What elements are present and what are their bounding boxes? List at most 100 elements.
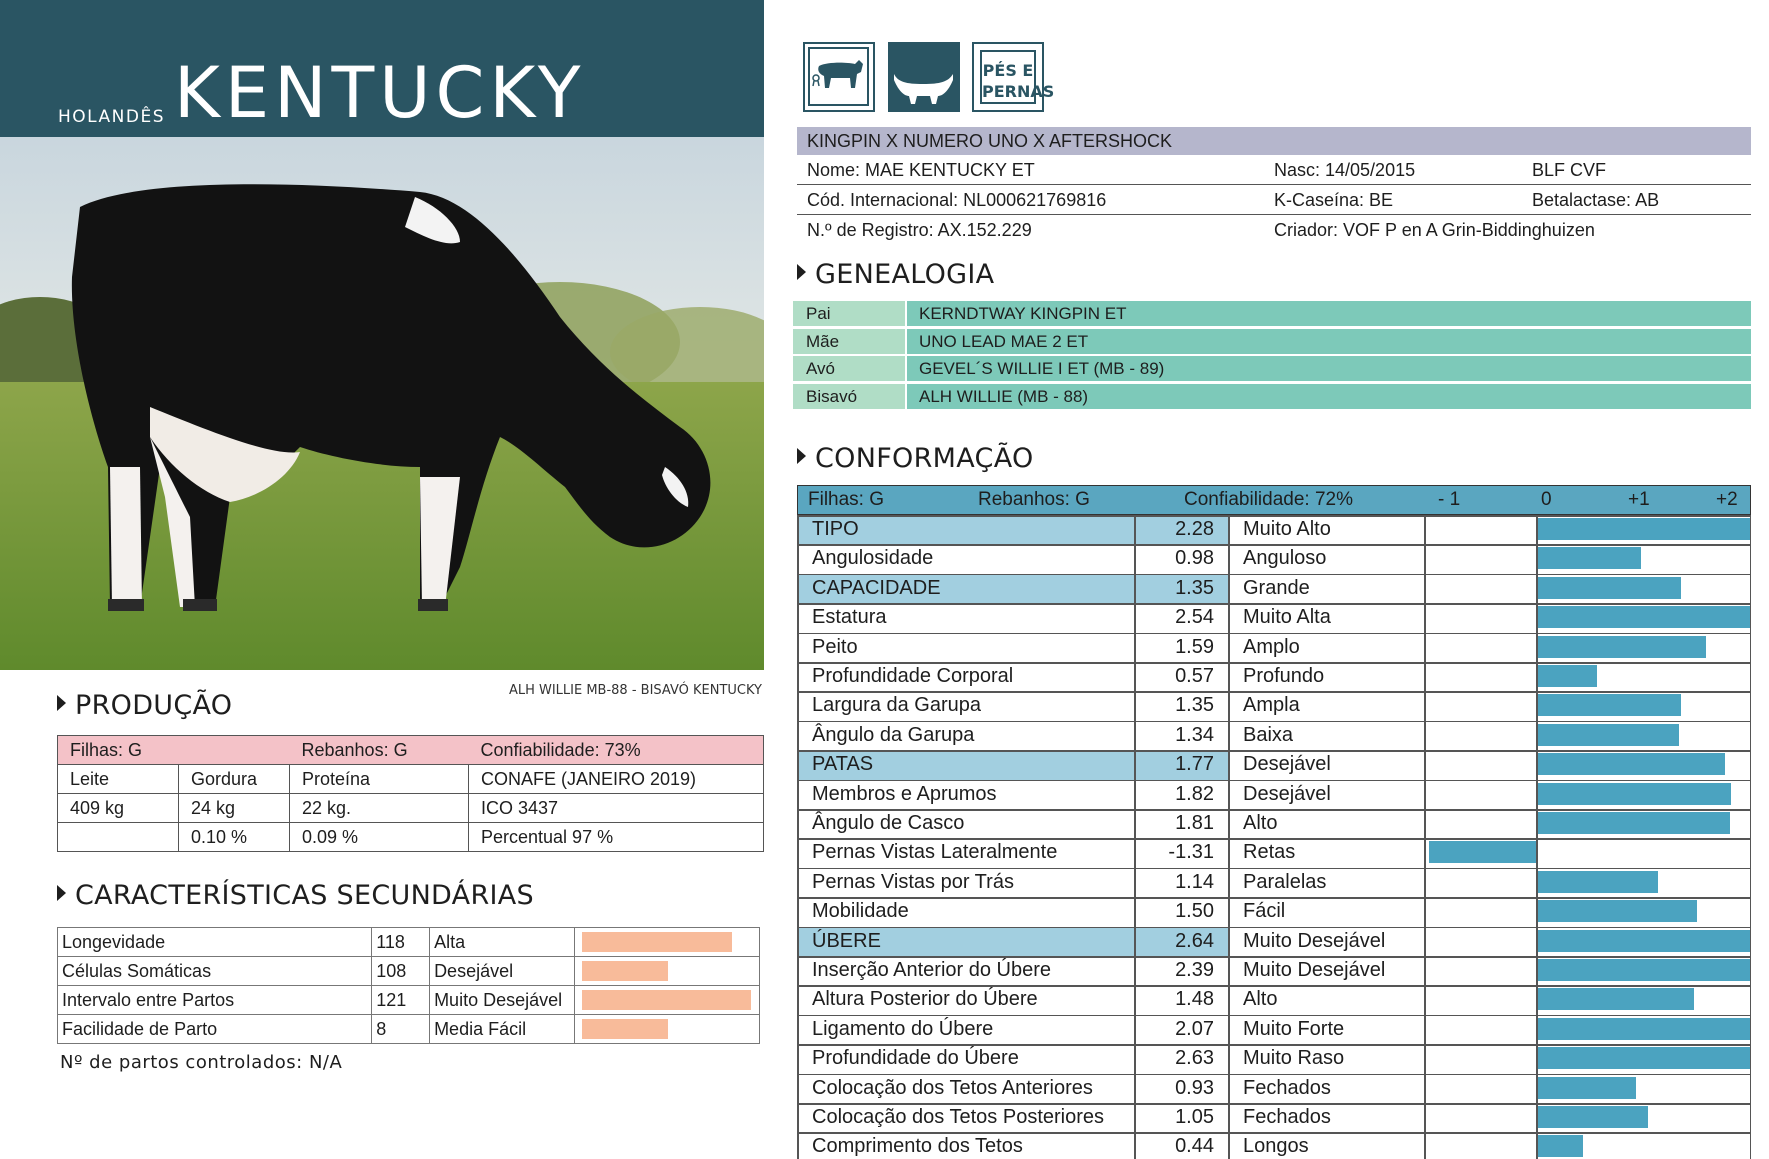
conformacao-row: TIPO 2.28 Muito Alto [797, 515, 1751, 545]
trait-value: 1.81 [1175, 812, 1214, 834]
section-arrow-icon [57, 885, 66, 901]
trait-bar [1536, 959, 1750, 981]
scale-zero: 0 [1541, 489, 1552, 510]
grid-hline [797, 1073, 1751, 1076]
section-arrow-icon [57, 695, 66, 711]
trait-bar [1536, 812, 1730, 834]
conformacao-row: Altura Posterior do Úbere 1.48 Alto [797, 985, 1751, 1014]
grid-hline [797, 985, 1751, 987]
grid-hline [797, 1014, 1751, 1017]
info-kcaseina: K-Caseína: BE [1274, 190, 1394, 210]
info-nasc: Nasc: 14/05/2015 [1274, 160, 1416, 180]
genealogia-row: Avó GEVEL´S WILLIE I ET (MB - 89) [793, 356, 1751, 381]
trait-name: ÚBERE [797, 926, 1134, 956]
conformacao-row: Pernas Vistas por Trás 1.14 Paralelas [797, 868, 1751, 897]
trait-value: 1.14 [1175, 870, 1214, 893]
trait-name: Ângulo da Garupa [812, 723, 975, 746]
conformacao-table: Filhas: G Rebanhos: G Confiabilidade: 72… [797, 485, 1751, 1159]
trait-name: Ângulo de Casco [812, 812, 965, 834]
grid-vline [1749, 515, 1751, 1159]
scale-plus1: +1 [1628, 489, 1650, 510]
trait-bar [1536, 694, 1681, 717]
secundaria-value: 118 [371, 927, 431, 957]
cow-photo [0, 137, 764, 670]
secundaria-desc: Desejável [429, 956, 575, 986]
cow-award-icon [803, 42, 875, 112]
grid-hline [797, 573, 1751, 576]
trait-desc: Fácil [1243, 900, 1286, 923]
trait-name: Profundidade do Úbere [812, 1047, 1019, 1070]
trait-value: 1.35 [1134, 573, 1228, 604]
trait-value: 0.44 [1175, 1135, 1214, 1158]
scale-minus1: - 1 [1438, 489, 1461, 510]
trait-desc: Paralelas [1243, 870, 1327, 893]
trait-value: 1.05 [1175, 1106, 1214, 1128]
trait-desc: Baixa [1243, 723, 1294, 746]
info-betalactase: Betalactase: AB [1532, 190, 1660, 210]
conformacao-row: Largura da Garupa 1.35 Ampla [797, 691, 1751, 720]
genealogia-value: GEVEL´S WILLIE I ET (MB - 89) [907, 356, 1751, 381]
conformacao-title-text: CONFORMAÇÃO [815, 443, 1034, 474]
grid-vline [797, 515, 799, 1159]
trait-desc: Ampla [1243, 694, 1300, 717]
trait-name: Angulosidade [812, 547, 934, 570]
producao-filhas: Filhas: G [57, 735, 290, 765]
trait-desc: Muito Desejável [1243, 929, 1386, 952]
secundaria-name: Intervalo entre Partos [56, 985, 373, 1015]
ico-value: ICO 3437 [468, 793, 764, 823]
col-leite: Leite [57, 764, 179, 794]
section-arrow-icon [797, 448, 806, 464]
conformacao-row: PATAS 1.77 Desejável [797, 750, 1751, 780]
partos-controlados: Nº de partos controlados: N/A [60, 1052, 343, 1073]
breed-label: HOLANDÊS [58, 107, 165, 127]
info-blf: BLF CVF [1532, 160, 1607, 180]
secundaria-bar [582, 990, 751, 1010]
trait-bar [1536, 518, 1750, 540]
grid-hline [797, 897, 1751, 899]
trait-value: -1.31 [1168, 841, 1214, 864]
trait-value: 2.64 [1134, 926, 1228, 956]
trait-bar [1536, 988, 1695, 1011]
conformacao-row: Profundidade Corporal 0.57 Profundo [797, 662, 1751, 691]
proteina-value: 22 kg. [289, 793, 469, 823]
trait-value: 1.77 [1134, 750, 1228, 780]
gordura-value: 24 kg [178, 793, 290, 823]
trait-name: Ligamento do Úbere [812, 1017, 994, 1040]
secundaria-value: 121 [371, 985, 431, 1015]
col-gordura: Gordura [178, 764, 290, 794]
grid-hline [797, 1103, 1751, 1105]
proteina-percent: 0.09 % [289, 822, 469, 852]
trait-name: Estatura [812, 606, 887, 629]
info-row-3: N.º de Registro: AX.152.229 Criador: VOF… [797, 215, 1751, 245]
genealogia-row: Pai KERNDTWAY KINGPIN ET [793, 301, 1751, 326]
trait-bar [1429, 841, 1536, 864]
bull-name: KENTUCKY [174, 52, 586, 134]
gordura-percent: 0.10 % [178, 822, 290, 852]
conf-confiabilidade: Confiabilidade: 72% [1184, 489, 1354, 510]
trait-desc: Profundo [1243, 665, 1325, 687]
secundaria-name: Facilidade de Parto [56, 1014, 373, 1044]
percentual-value: Percentual 97 % [468, 822, 764, 852]
genealogia-row: Bisavó ALH WILLIE (MB - 88) [793, 383, 1751, 409]
conf-rebanhos: Rebanhos: G [978, 489, 1090, 510]
trait-value: 2.28 [1134, 515, 1228, 545]
secundaria-bar-cell [574, 985, 760, 1015]
trait-value: 1.48 [1175, 988, 1214, 1011]
grid-hline [797, 1132, 1751, 1134]
trait-bar [1536, 576, 1681, 599]
trait-value: 2.39 [1175, 959, 1214, 981]
trait-bar [1536, 1106, 1649, 1128]
trait-name: Colocação dos Tetos Posteriores [812, 1106, 1105, 1128]
grid-vline [1424, 515, 1426, 1159]
grid-hline [797, 838, 1751, 840]
conformacao-row: Colocação dos Tetos Anteriores 0.93 Fechad… [797, 1074, 1751, 1103]
genealogia-label: Bisavó [793, 383, 905, 409]
trait-bar [1536, 547, 1641, 570]
trait-name: Pernas Vistas Lateralmente [812, 841, 1058, 864]
secundarias-title: CARACTERÍSTICAS SECUNDÁRIAS [57, 880, 534, 911]
conformacao-row: Ângulo da Garupa 1.34 Baixa [797, 721, 1751, 750]
trait-bar [1536, 723, 1680, 746]
trait-value: 1.82 [1175, 782, 1214, 805]
trait-bar [1536, 900, 1697, 923]
conformacao-row: CAPACIDADE 1.35 Grande [797, 573, 1751, 604]
